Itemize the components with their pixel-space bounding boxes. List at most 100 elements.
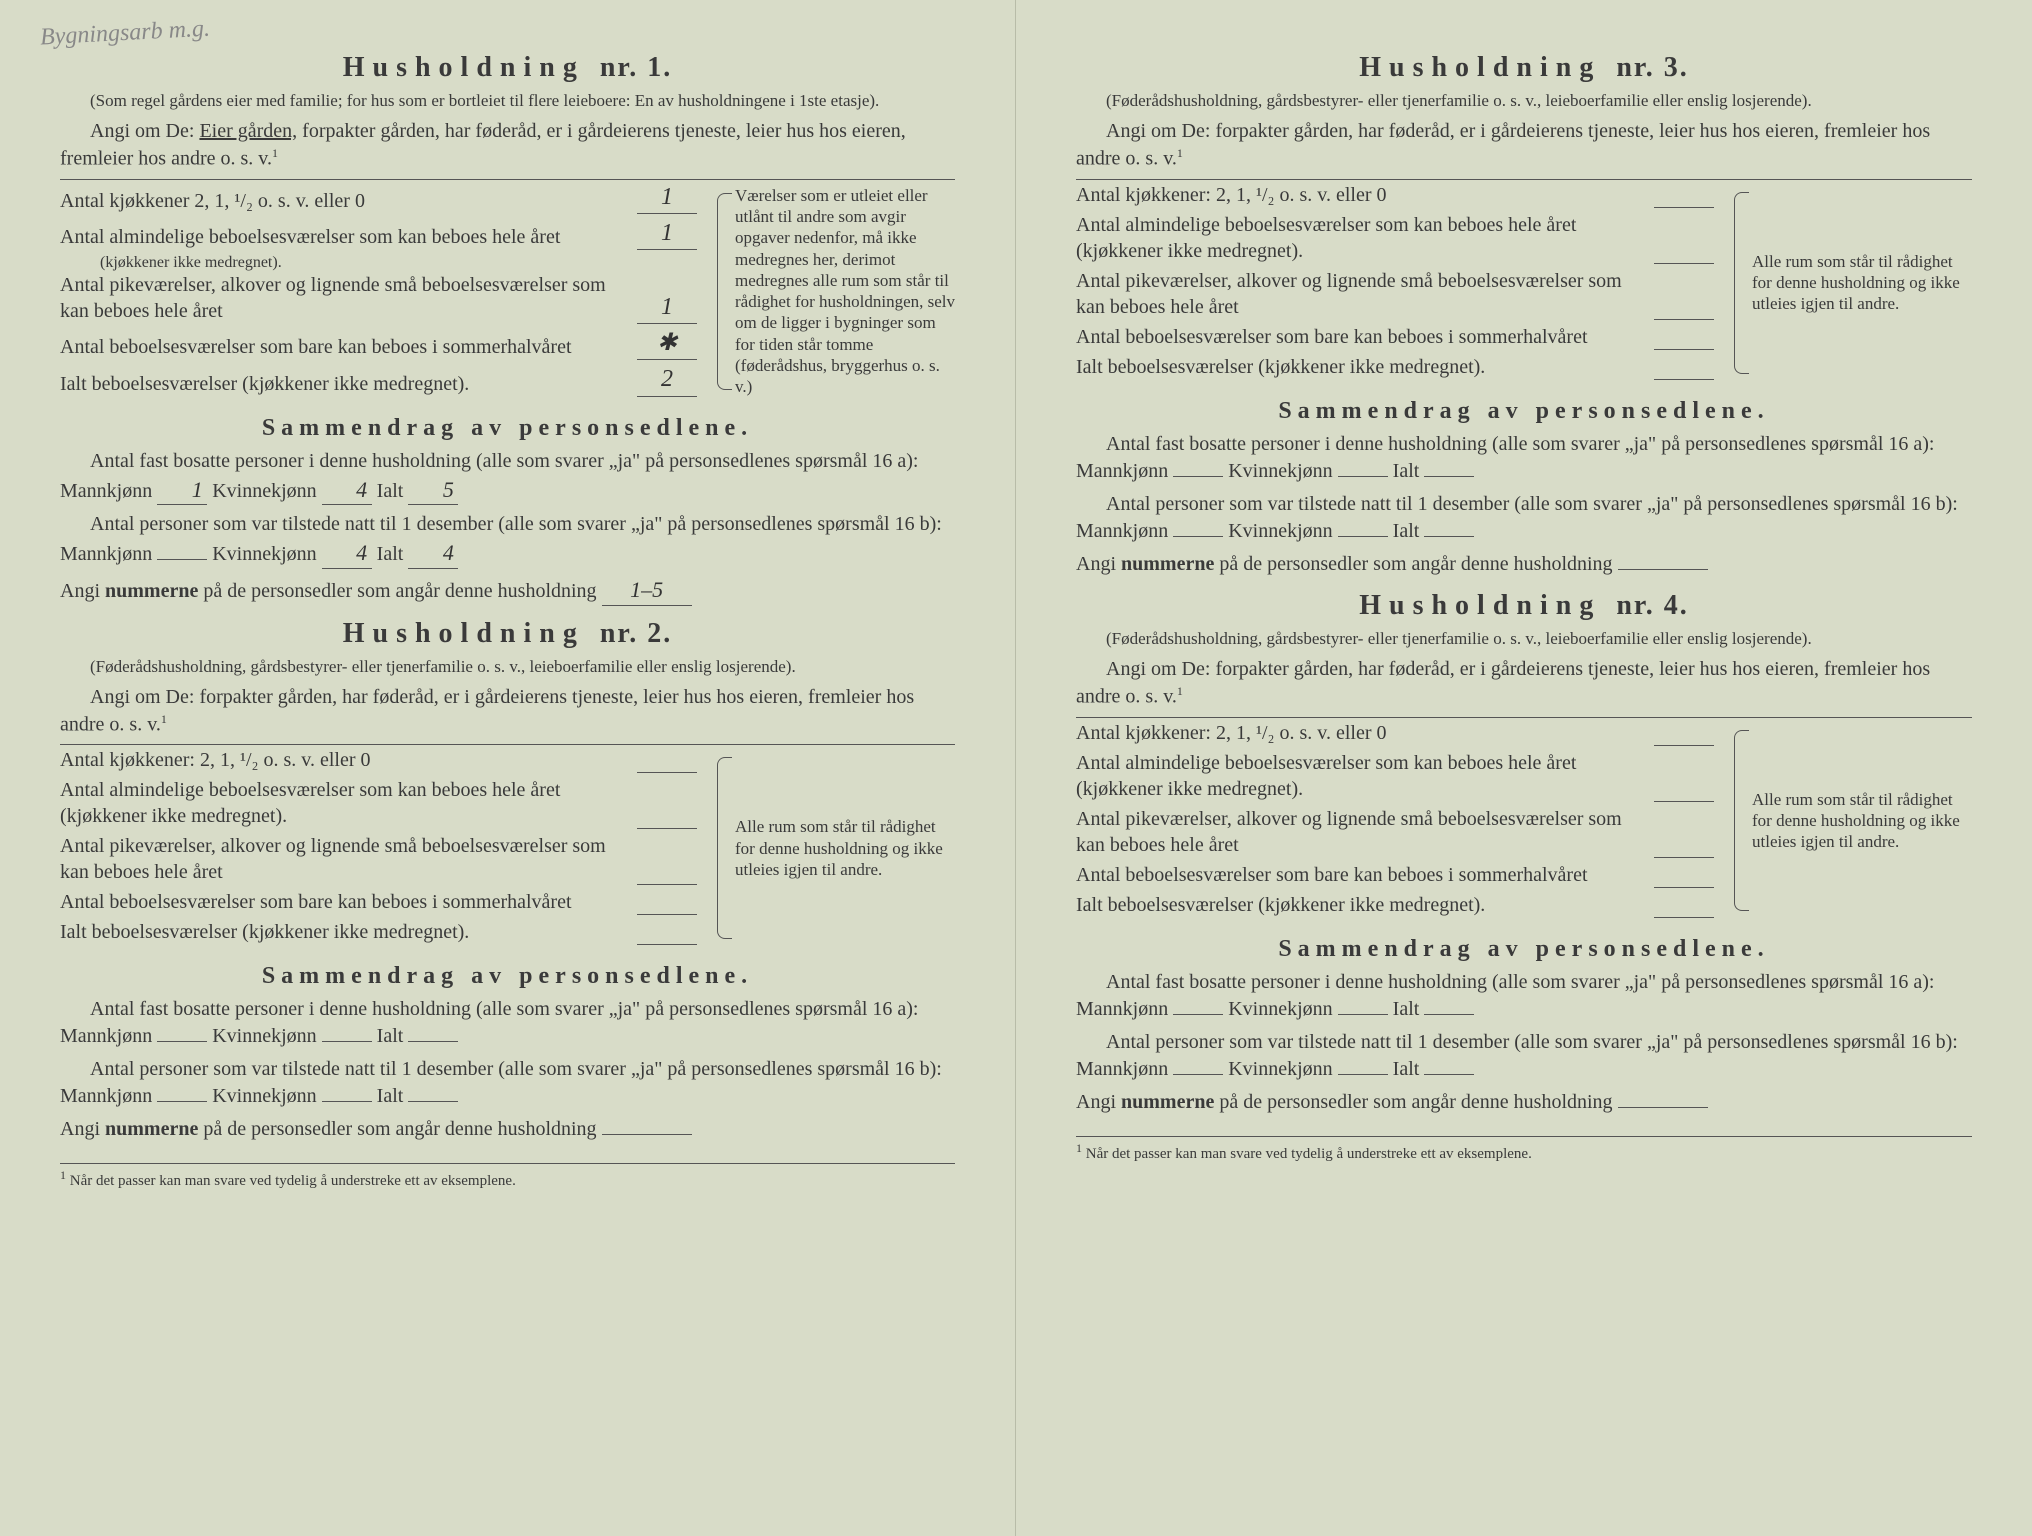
h1-s1-i[interactable]: 5 [408,475,458,506]
h3-s1-i[interactable] [1424,476,1474,477]
total-value[interactable]: 2 [637,364,697,396]
h4-s2-i-label: Ialt [1393,1058,1420,1080]
total-value-4[interactable] [1654,917,1714,918]
kitchens-row-2: Antal kjøkkener: 2, 1, ¹/₂ o. s. v. elle… [60,747,697,773]
h2-s1-i-label: Ialt [377,1025,404,1047]
h2-s1: Antal fast bosatte personer i denne hush… [60,996,955,1050]
h4-s2-i[interactable] [1424,1074,1474,1075]
h4-s1-i[interactable] [1424,1014,1474,1015]
kitchens-value-3[interactable] [1654,207,1714,208]
h4-s1: Antal fast bosatte personer i denne hush… [1076,969,1972,1023]
h3-s1-k[interactable] [1338,476,1388,477]
rooms-sommer-value-3[interactable] [1654,349,1714,350]
footnote-marker: 1 [60,1168,66,1182]
h3-s2-i[interactable] [1424,536,1474,537]
rooms-sommer-label-2: Antal beboelsesværelser som bare kan beb… [60,889,572,915]
h2-numline-val[interactable] [602,1134,692,1135]
rooms-sommer-row-4: Antal beboelsesværelser som bare kan beb… [1076,862,1714,888]
total-label-3: Ialt beboelsesværelser (kjøkkener ikke m… [1076,354,1485,380]
household-3-title-prefix: Husholdning [1359,52,1601,83]
rooms-pike-value[interactable]: 1 [637,292,697,324]
h4-s1-k[interactable] [1338,1014,1388,1015]
h3-s1-m[interactable] [1173,476,1223,477]
rooms-pike-label-4: Antal pikeværelser, alkover og lignende … [1076,806,1654,858]
rooms-pike-value-4[interactable] [1654,857,1714,858]
rooms-sommer-value[interactable]: ✱ [637,328,697,360]
household-4-intro-note: (Føderådshusholdning, gårdsbestyrer- ell… [1076,628,1972,650]
h1-s1-m[interactable]: 1 [157,475,207,506]
kitchens-label-2: Antal kjøkkener: 2, 1, ¹/₂ o. s. v. elle… [60,747,371,773]
rooms-alm-value[interactable]: 1 [637,218,697,250]
h1-s1-k-label: Kvinnekjønn [212,480,316,502]
h2-s2: Antal personer som var tilstede natt til… [60,1056,955,1110]
total-row-3: Ialt beboelsesværelser (kjøkkener ikke m… [1076,354,1714,380]
rooms-alm-value-3[interactable] [1654,263,1714,264]
kitchens-value-4[interactable] [1654,745,1714,746]
total-value-3[interactable] [1654,379,1714,380]
h2-s2-k[interactable] [322,1101,372,1102]
h1-numline-bold: nummerne [105,580,198,602]
rooms-alm-row: Antal almindelige beboelsesværelser som … [60,218,697,250]
h1-s2-k[interactable]: 4 [322,538,372,569]
rooms-sommer-value-2[interactable] [637,914,697,915]
rooms-sommer-value-4[interactable] [1654,887,1714,888]
rooms-pike-value-3[interactable] [1654,319,1714,320]
h3-s1-k-label: Kvinnekjønn [1228,460,1332,482]
h2-s2-m[interactable] [157,1101,207,1102]
h3-numline-val[interactable] [1618,569,1708,570]
h2-s1-m[interactable] [157,1041,207,1042]
h4-s2-m[interactable] [1173,1074,1223,1075]
kitchens-value-2[interactable] [637,772,697,773]
h4-numline-val[interactable] [1618,1107,1708,1108]
rooms-alm-value-2[interactable] [637,828,697,829]
household-4-title-prefix: Husholdning [1359,590,1601,621]
total-label-2: Ialt beboelsesværelser (kjøkkener ikke m… [60,919,469,945]
h3-numline-rest: på de personsedler som angår denne husho… [1219,553,1612,575]
rooms-alm-value-4[interactable] [1654,801,1714,802]
household-4-form-left: Antal kjøkkener: 2, 1, ¹/₂ o. s. v. elle… [1076,720,1714,922]
h1-s2-m[interactable] [157,559,207,560]
h2-s2-pre: Antal personer som var tilstede natt til… [60,1058,942,1107]
h1-s2-i[interactable]: 4 [408,538,458,569]
household-2-sammendrag-title: Sammendrag av personsedlene. [60,963,955,990]
h4-numline-rest: på de personsedler som angår denne husho… [1219,1091,1612,1113]
h1-s1-k[interactable]: 4 [322,475,372,506]
h2-s1-i[interactable] [408,1041,458,1042]
h4-s1-pre: Antal fast bosatte personer i denne hush… [1076,971,1935,1020]
rooms-alm-row-3: Antal almindelige beboelsesværelser som … [1076,212,1714,264]
kitchens-row-4: Antal kjøkkener: 2, 1, ¹/₂ o. s. v. elle… [1076,720,1714,746]
divider [1076,179,1972,180]
h3-s2-pre: Antal personer som var tilstede natt til… [1076,493,1958,542]
h1-s2: Antal personer som var tilstede natt til… [60,511,955,569]
h3-s2-k[interactable] [1338,536,1388,537]
kitchens-label-3: Antal kjøkkener: 2, 1, ¹/₂ o. s. v. elle… [1076,182,1387,208]
rooms-alm-label-3: Antal almindelige beboelsesværelser som … [1076,212,1654,264]
h4-s1-m[interactable] [1173,1014,1223,1015]
rooms-pike-label: Antal pikeværelser, alkover og lignende … [60,272,637,324]
h4-s2: Antal personer som var tilstede natt til… [1076,1029,1972,1083]
household-4-angi: Angi om De: forpakter gården, har føderå… [1076,656,1972,711]
rooms-sommer-row-3: Antal beboelsesværelser som bare kan beb… [1076,324,1714,350]
h3-numline: Angi nummerne på de personsedler som ang… [1076,551,1972,578]
h2-s1-k[interactable] [322,1041,372,1042]
rooms-pike-value-2[interactable] [637,884,697,885]
h2-s2-i[interactable] [408,1101,458,1102]
rooms-sommer-label-4: Antal beboelsesværelser som bare kan beb… [1076,862,1588,888]
rooms-alm-label-4: Antal almindelige beboelsesværelser som … [1076,750,1654,802]
angi-sup-4: 1 [1177,684,1183,698]
handwritten-corner-note: Bygningsarb m.g. [39,16,210,52]
total-value-2[interactable] [637,944,697,945]
household-4-form-block: Antal kjøkkener: 2, 1, ¹/₂ o. s. v. elle… [1076,720,1972,922]
h4-s2-pre: Antal personer som var tilstede natt til… [1076,1031,1958,1080]
kitchens-value[interactable]: 1 [637,182,697,214]
household-1-title-prefix: Husholdning [343,52,585,83]
h4-numline-label: Angi [1076,1091,1121,1113]
household-1-sammendrag-title: Sammendrag av personsedlene. [60,415,955,442]
household-2-title-prefix: Husholdning [343,618,585,649]
h1-s2-pre: Antal personer som var tilstede natt til… [60,513,942,565]
h4-numline: Angi nummerne på de personsedler som ang… [1076,1089,1972,1116]
household-1-form-block: Antal kjøkkener 2, 1, ¹/₂ o. s. v. eller… [60,182,955,401]
h4-s2-k[interactable] [1338,1074,1388,1075]
h1-numline-val[interactable]: 1–5 [602,575,692,606]
h3-s2-m[interactable] [1173,536,1223,537]
